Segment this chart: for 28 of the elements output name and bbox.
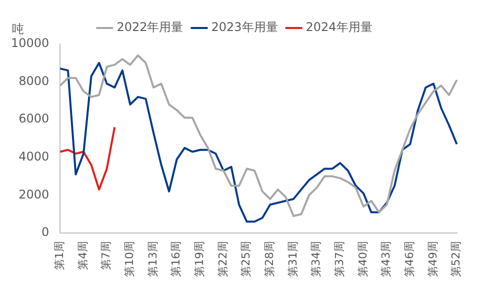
x-tick-label: 第43周 <box>380 241 393 278</box>
x-tick-label: 第31周 <box>286 241 300 278</box>
x-tick-label: 第49周 <box>426 241 440 278</box>
x-tick-label: 第46周 <box>402 241 416 278</box>
x-tick-label: 第40周 <box>356 241 370 278</box>
y-tick-label: 2000 <box>18 187 50 202</box>
x-tick-label: 第28周 <box>263 241 276 278</box>
x-tick-label: 第34周 <box>310 241 323 278</box>
legend-label: 2022年用量 <box>116 20 184 34</box>
y-tick-label: 0 <box>42 225 50 240</box>
x-tick-label: 第4周 <box>76 241 90 270</box>
y-tick-label: 4000 <box>18 150 50 164</box>
x-tick-label: 第13周 <box>146 241 160 278</box>
legend-label: 2024年用量 <box>306 20 372 34</box>
y-tick-label: 6000 <box>18 112 50 126</box>
x-tick-label: 第19周 <box>193 241 206 278</box>
x-tick-label: 第10周 <box>123 241 136 278</box>
x-tick-label: 第16周 <box>170 241 183 278</box>
x-tick-label: 第22周 <box>216 241 230 278</box>
x-tick-label: 第37周 <box>333 241 346 278</box>
x-tick-label: 第25周 <box>240 241 253 278</box>
y-tick-label: 8000 <box>18 74 50 88</box>
x-tick-label: 第7周 <box>100 241 113 270</box>
x-tick-label: 第52周 <box>450 241 463 278</box>
y-axis-title: 吨 <box>12 22 24 36</box>
legend-label: 2023年用量 <box>211 20 278 34</box>
y-tick-label: 10000 <box>10 36 50 50</box>
x-tick-label: 第1周 <box>53 241 66 270</box>
